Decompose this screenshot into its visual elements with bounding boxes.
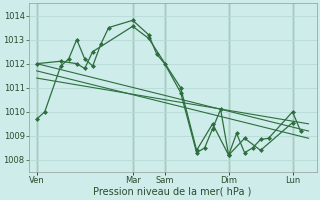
X-axis label: Pression niveau de la mer( hPa ): Pression niveau de la mer( hPa ) [93,187,252,197]
